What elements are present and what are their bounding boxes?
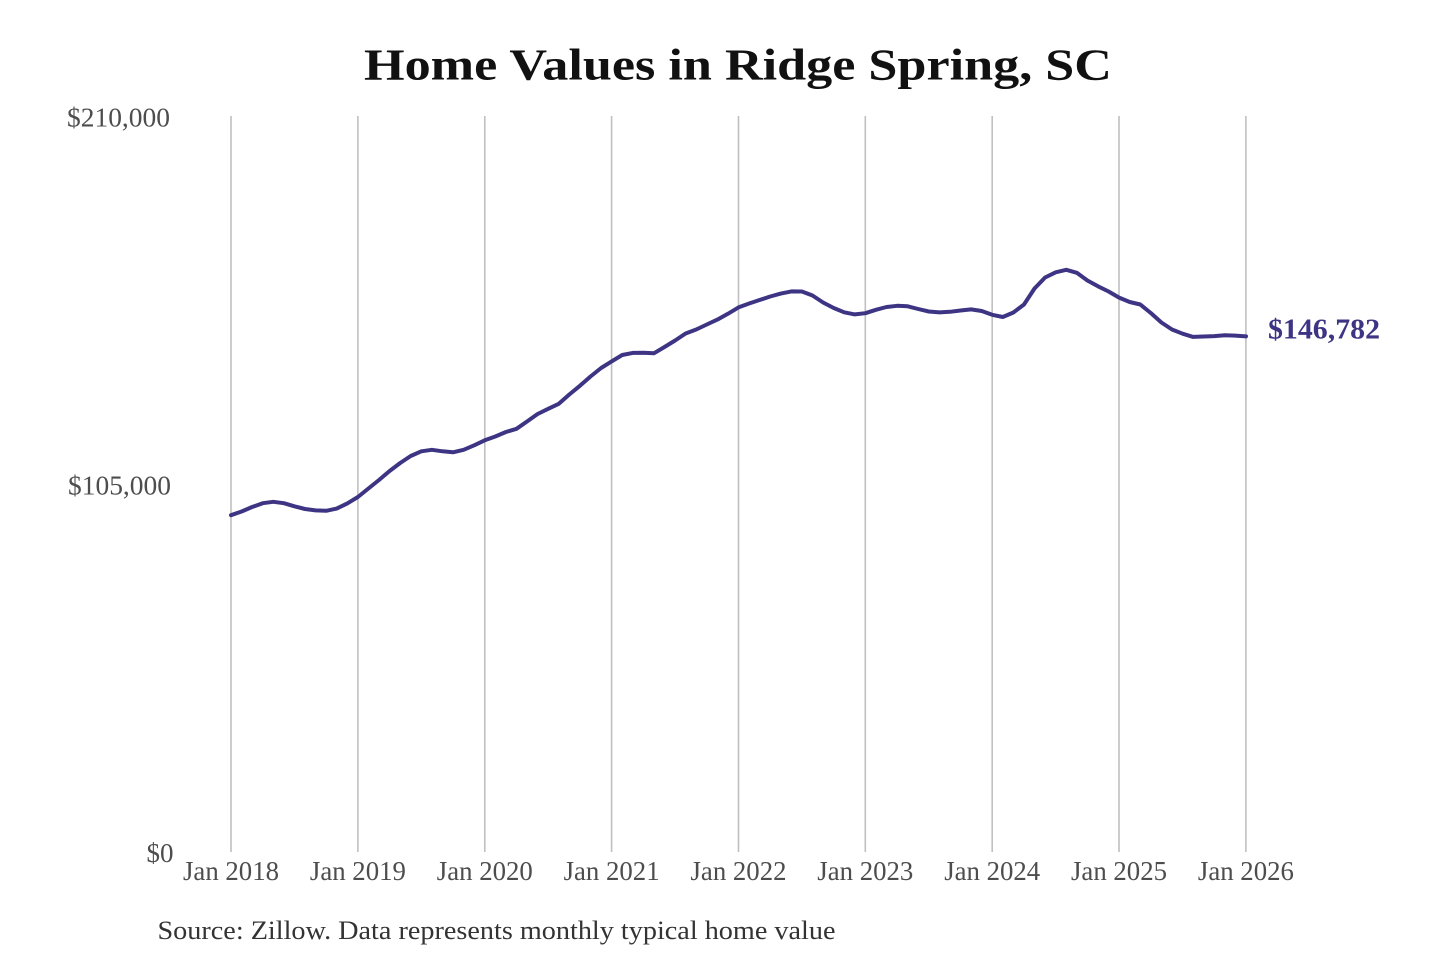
svg-text:Jan 2024: Jan 2024 — [944, 856, 1040, 886]
svg-text:$105,000: $105,000 — [68, 471, 171, 501]
svg-text:Jan 2026: Jan 2026 — [1198, 856, 1294, 886]
svg-text:Jan 2023: Jan 2023 — [817, 856, 913, 886]
svg-text:Source: Zillow. Data represent: Source: Zillow. Data represents monthly … — [158, 915, 836, 945]
svg-text:Home Values in Ridge Spring, S: Home Values in Ridge Spring, SC — [364, 41, 1112, 90]
svg-text:Jan 2022: Jan 2022 — [691, 856, 787, 886]
svg-text:$210,000: $210,000 — [67, 103, 170, 133]
svg-text:Jan 2025: Jan 2025 — [1071, 856, 1167, 886]
svg-text:$146,782: $146,782 — [1268, 315, 1380, 346]
svg-text:Jan 2020: Jan 2020 — [437, 856, 533, 886]
svg-text:$0: $0 — [147, 838, 174, 868]
svg-text:Jan 2021: Jan 2021 — [564, 856, 660, 886]
svg-text:Jan 2019: Jan 2019 — [310, 856, 406, 886]
svg-text:Jan 2018: Jan 2018 — [183, 856, 279, 886]
